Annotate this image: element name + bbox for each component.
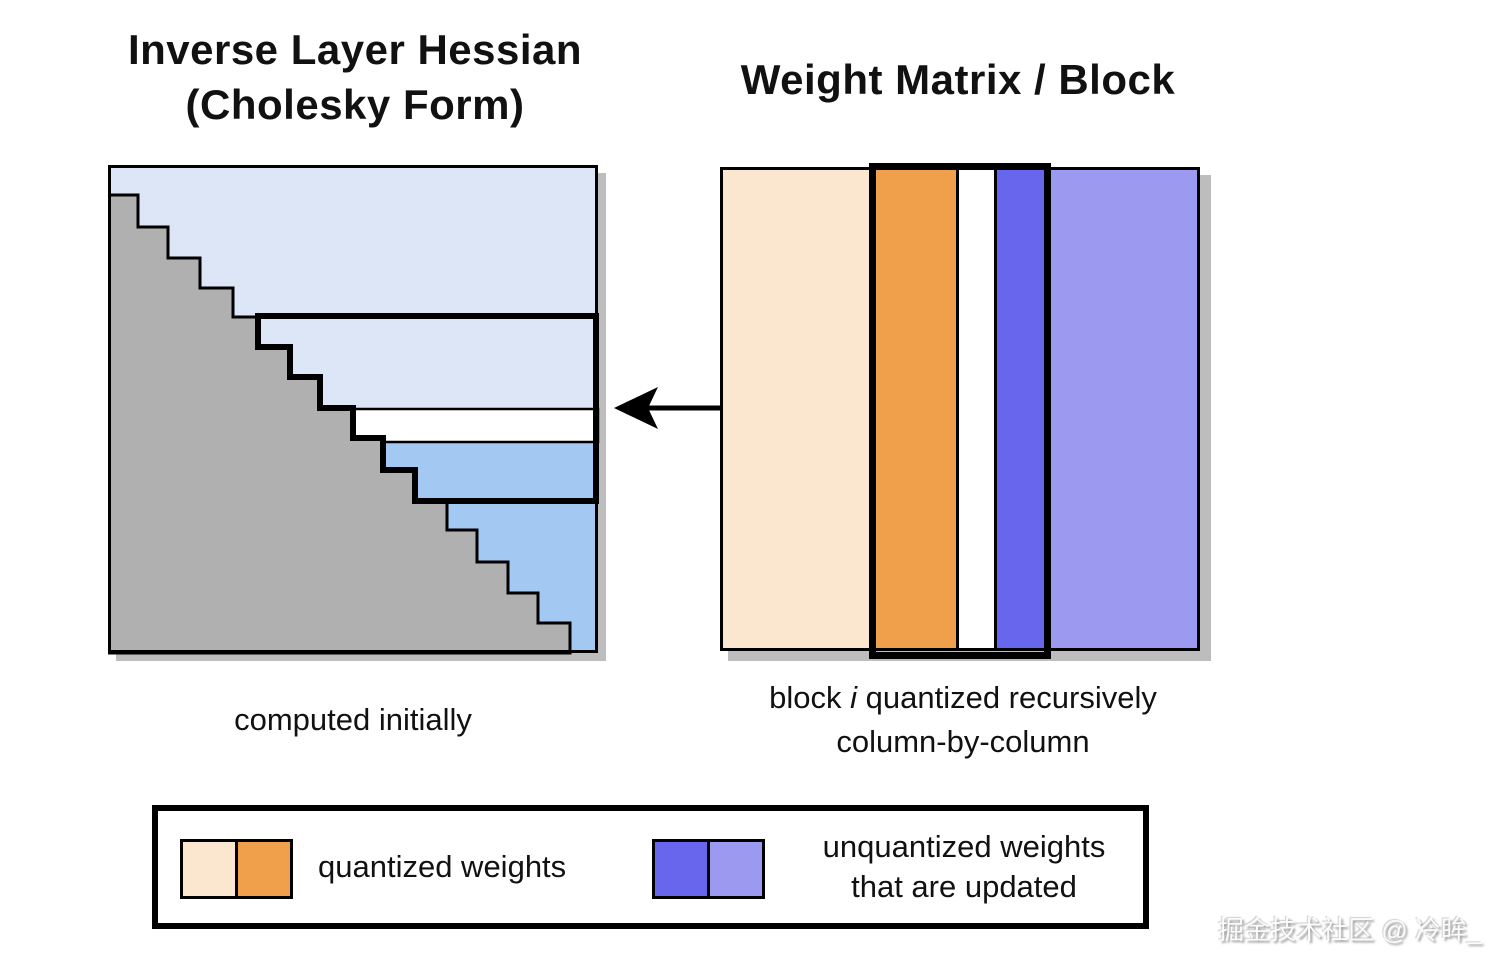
right-caption-block-index: i (850, 680, 858, 715)
left-title-line2: (Cholesky Form) (185, 81, 525, 129)
quantized-cream-region (721, 168, 871, 650)
current-column-white-gap (960, 170, 994, 648)
legend-label-unquantized: unquantized weights that are updated (788, 811, 1140, 923)
quantized-orange-column (872, 167, 959, 651)
legend-label-unquantized-line1: unquantized weights (822, 829, 1106, 865)
legend-box: quantized weights unquantized weights th… (152, 805, 1149, 929)
watermark-text: 掘金技术社区 @ 冷眸_ (1218, 915, 1482, 945)
arrow-left-head-icon (614, 387, 658, 429)
left-caption: computed initially (234, 702, 472, 737)
legend-swatch-unquantized-blue (652, 839, 710, 899)
unquantized-blue-column (994, 167, 1048, 651)
unquantized-purple-region (1049, 168, 1199, 650)
right-caption-post: quantized recursively (857, 680, 1157, 715)
hessian-updated-blue-region (383, 442, 598, 653)
weight-matrix-diagram (720, 163, 1211, 661)
right-caption-line2: column-by-column (836, 724, 1090, 760)
hessian-diagram (108, 165, 606, 661)
current-row-band (351, 407, 600, 444)
right-caption-line1: block i quantized recursively (713, 676, 1213, 720)
legend-swatch-quantized-cream (180, 839, 238, 899)
legend-label-quantized: quantized weights (318, 849, 567, 884)
legend-swatch-unquantized-purple (707, 839, 765, 899)
right-caption: block i quantized recursively column-by-… (713, 676, 1213, 764)
legend-label-unquantized-line2: that are updated (851, 869, 1077, 904)
legend-swatch-quantized-orange (235, 839, 293, 899)
left-title-line1: Inverse Layer Hessian (127, 26, 583, 73)
right-caption-pre: block (769, 680, 851, 715)
right-panel-title: Weight Matrix / Block (740, 56, 1176, 103)
hessian-current-block-outline (255, 313, 599, 504)
current-block-outline (869, 163, 1051, 659)
left-panel-title: Inverse Layer Hessian (Cholesky Form) (60, 22, 650, 133)
